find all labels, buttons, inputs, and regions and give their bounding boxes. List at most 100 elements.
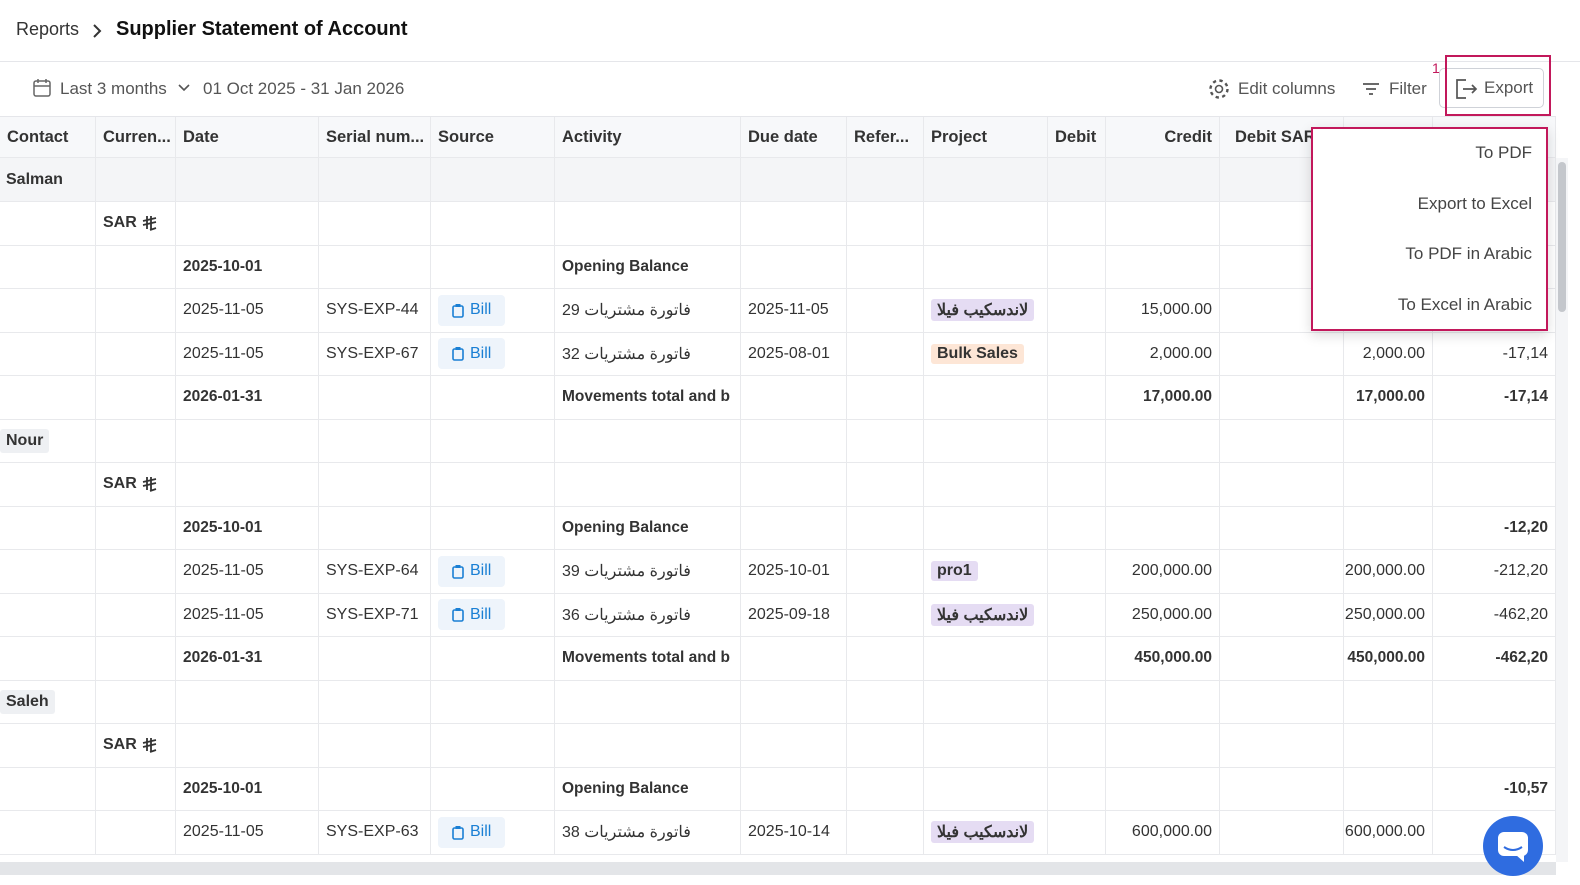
table-row: 2025-10-01 Opening Balance -10,57: [0, 767, 1556, 811]
table-cell: Bill: [431, 593, 555, 636]
table-cell: [1344, 680, 1433, 723]
statement-table: Contact Curren... Date Serial num... Source A…: [0, 116, 1556, 862]
source-badge[interactable]: Bill: [438, 599, 506, 630]
table-cell: [847, 767, 924, 810]
vertical-scrollbar[interactable]: [1556, 158, 1568, 862]
column-header-label: Contact: [7, 127, 69, 146]
table-cell: [1344, 462, 1433, 506]
table-cell: [0, 332, 96, 375]
table-cell: [319, 680, 431, 723]
table-cell: [1048, 419, 1106, 462]
column-header: Serial num...: [319, 117, 431, 157]
table-cell: [847, 158, 924, 201]
table-cell: [847, 636, 924, 680]
project-tag: لاندسكيب فيلا: [931, 603, 1035, 626]
cell-text: -10,57: [1504, 779, 1548, 797]
table-cell: [0, 245, 96, 288]
source-badge[interactable]: Bill: [438, 294, 506, 326]
chat-button[interactable]: [1482, 815, 1544, 877]
cell-text: 2025-11-05: [183, 605, 264, 623]
cell-text: فاتورة مشتريات 32: [562, 345, 691, 363]
table-cell: [741, 767, 847, 810]
table-cell: 2,000.00: [1344, 332, 1433, 375]
cell-text: SYS-EXP-67: [326, 344, 419, 362]
date-range[interactable]: 01 Oct 2025 - 31 Jan 2026: [203, 79, 405, 98]
table-cell: [741, 506, 847, 549]
cell-text: 2025-11-05: [183, 823, 264, 840]
table-cell: [96, 158, 176, 201]
table-cell: 2026-01-31: [176, 375, 319, 419]
table-cell: [847, 593, 924, 636]
cell-text: Opening Balance: [562, 779, 689, 797]
table-cell: [96, 593, 176, 636]
table-cell: [924, 636, 1048, 680]
edit-columns-button[interactable]: Edit columns: [1238, 79, 1336, 98]
bill-icon: [452, 303, 464, 318]
period-select[interactable]: Last 3 months: [60, 79, 167, 98]
table-cell: [1106, 723, 1220, 767]
export-option[interactable]: To PDF: [1475, 143, 1532, 162]
table-cell: 2025-10-14: [741, 810, 847, 854]
table-cell: [1106, 462, 1220, 506]
export-option[interactable]: Export to Excel: [1417, 193, 1532, 213]
table-cell: [96, 288, 176, 332]
table-cell: [431, 723, 555, 767]
horizontal-scrollbar[interactable]: [0, 862, 1556, 875]
table-cell: [1344, 506, 1433, 549]
breadcrumb-link[interactable]: Reports: [16, 19, 80, 39]
filter-icon: [1363, 83, 1379, 95]
table-cell: لاندسكيب فيلا: [924, 810, 1048, 854]
table-cell: لاندسكيب فيلا: [924, 593, 1048, 636]
table-cell: [1048, 201, 1106, 245]
table-cell: 2025-11-05: [741, 288, 847, 332]
source-badge[interactable]: Bill: [438, 555, 506, 587]
table-row: 2025-11-05 SYS-EXP-67 Bill فاتورة مشتريات 3…: [0, 332, 1556, 376]
table-cell: [1048, 549, 1106, 593]
table-cell: pro1: [924, 549, 1048, 593]
table-row: SAR: [0, 462, 1556, 507]
table-cell: [555, 158, 741, 201]
table-cell: [431, 767, 555, 810]
column-header-label: Debit: [1055, 127, 1097, 146]
table-cell: [0, 506, 96, 549]
cell-text: 2025-11-05: [183, 344, 264, 362]
table-cell: 200,000.00: [1106, 549, 1220, 593]
cell-text: -17,14: [1502, 344, 1548, 362]
table-cell: [1048, 506, 1106, 549]
table-cell: [1048, 332, 1106, 375]
cell-text: 2026-01-31: [183, 388, 263, 405]
table-cell: SYS-EXP-44: [319, 288, 431, 332]
column-header: Curren...: [96, 117, 176, 157]
cell-text: فاتورة مشتريات 36: [562, 606, 691, 624]
cell-text: 15,000.00: [1140, 301, 1212, 318]
step-label: 1: [1432, 60, 1440, 76]
table-cell: 2025-11-05: [176, 593, 319, 636]
divider: [0, 61, 1580, 62]
table-cell: [319, 767, 431, 810]
table-row: Nour: [0, 419, 1556, 463]
table-cell: [1220, 375, 1344, 419]
table-row: 2026-01-31 Movements total and b 450,000.0…: [0, 636, 1556, 681]
table-cell: 450,000.00: [1344, 636, 1433, 680]
column-header-label: Refer...: [854, 127, 910, 146]
table-cell: [319, 636, 431, 680]
cell-text: SYS-EXP-64: [326, 562, 419, 579]
cell-text: 200,000.00: [1131, 562, 1212, 579]
table-cell: 2025-08-01: [741, 332, 847, 375]
cell-text: -17,14: [1504, 388, 1548, 405]
riyal-icon: [142, 216, 157, 231]
cell-text: 450,000.00: [1134, 649, 1212, 666]
table-cell: [431, 462, 555, 506]
export-option[interactable]: To Excel in Arabic: [1397, 294, 1532, 314]
source-badge[interactable]: Bill: [438, 816, 506, 848]
cell-text: 2025-11-05: [183, 562, 264, 579]
export-option[interactable]: To PDF in Arabic: [1405, 244, 1532, 263]
table-cell: [741, 245, 847, 288]
contact-name: Saleh: [0, 689, 55, 714]
filter-button[interactable]: Filter: [1389, 79, 1427, 98]
table-cell: [555, 723, 741, 767]
table-cell: [96, 245, 176, 288]
source-badge[interactable]: Bill: [438, 338, 506, 369]
table-cell: Opening Balance: [555, 245, 741, 288]
table-cell: [0, 767, 96, 810]
